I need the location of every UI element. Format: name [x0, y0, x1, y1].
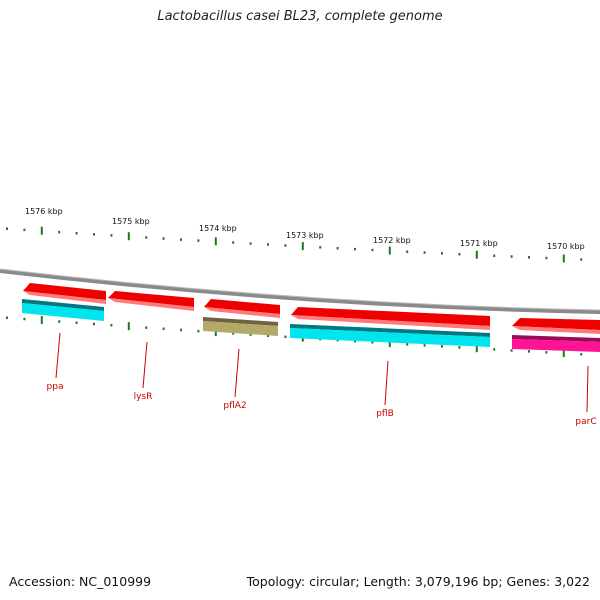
gene-arrow	[291, 307, 490, 330]
tick-row-lower	[6, 316, 583, 358]
genome-backbone	[0, 269, 600, 314]
cds-box	[290, 324, 490, 347]
gene-labels: ppa lysR pflA2 pflB parC	[47, 382, 597, 427]
gene-label-pflA2: pflA2	[223, 401, 246, 411]
cds-box	[512, 335, 600, 352]
ruler-label: 1571 kbp	[460, 239, 498, 248]
label-leaders	[55, 332, 589, 413]
ruler-labels: 1576 kbp 1575 kbp 1574 kbp 1573 kbp 1572…	[25, 207, 585, 251]
gene-label-parC: parC	[575, 417, 596, 427]
gene-label-lysR: lysR	[134, 392, 153, 402]
tick-row-upper	[6, 226, 583, 263]
gene-arrow	[512, 318, 600, 334]
gene-track	[23, 283, 600, 334]
gene-arrow	[108, 291, 194, 311]
ruler-label: 1576 kbp	[25, 207, 63, 216]
gene-label-ppa: ppa	[47, 382, 64, 392]
ruler-label: 1575 kbp	[112, 217, 150, 226]
cds-box	[22, 299, 104, 321]
cds-box	[203, 317, 278, 336]
genome-summary-text: Topology: circular; Length: 3,079,196 bp…	[246, 574, 590, 589]
ruler-label: 1573 kbp	[286, 231, 324, 240]
ruler-label: 1574 kbp	[199, 224, 237, 233]
gene-arrow	[204, 299, 280, 318]
gene-label-pflB: pflB	[376, 409, 394, 419]
map-title: Lactobacillus casei BL23, complete genom…	[157, 9, 443, 24]
gene-arrow	[23, 283, 106, 304]
ruler-label: 1570 kbp	[547, 242, 585, 251]
cds-track	[22, 299, 600, 352]
accession-text: Accession: NC_010999	[9, 574, 152, 589]
ruler-label: 1572 kbp	[373, 236, 411, 245]
